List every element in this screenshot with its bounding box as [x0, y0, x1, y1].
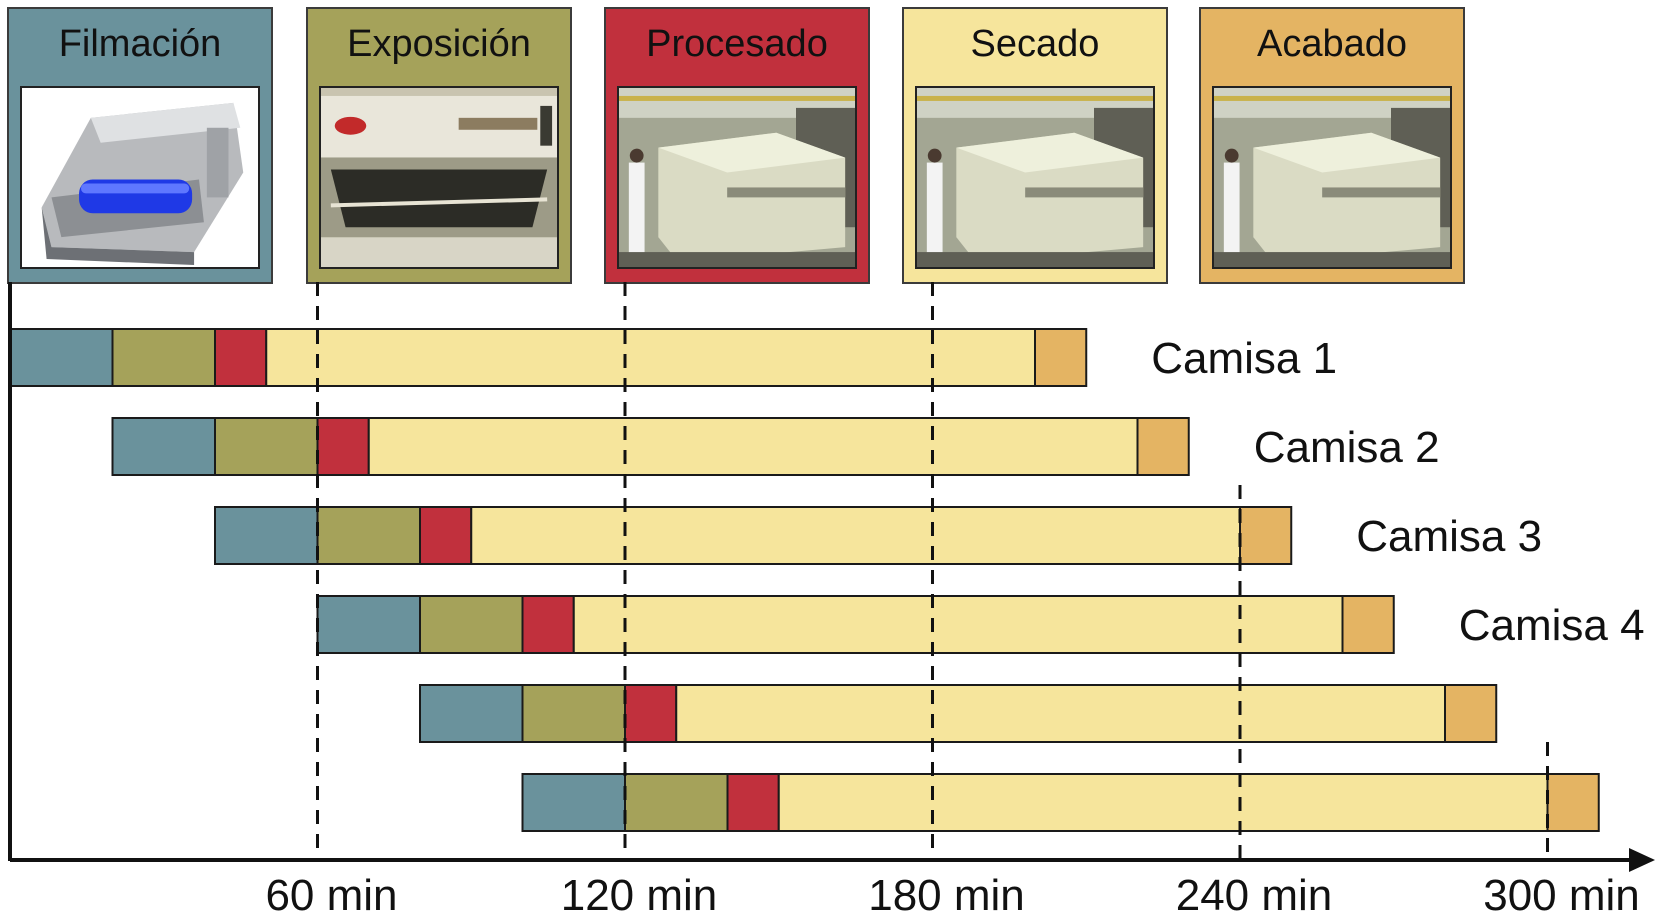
x-tick-label: 300 min — [1483, 871, 1640, 919]
bar-segment-filmacion — [9, 328, 114, 387]
bar-segment-procesado — [316, 417, 370, 476]
x-axis-arrowhead — [1629, 848, 1655, 872]
bar-segment-exposicion — [214, 417, 319, 476]
series-label: Camisa 3 — [1356, 512, 1542, 561]
bar-segment-acabado — [1341, 595, 1395, 654]
bar-segment-exposicion — [316, 506, 421, 565]
bar-segment-filmacion — [419, 684, 524, 743]
bar-segment-secado — [470, 506, 1241, 565]
stage-title-filmacion: Filmación — [58, 23, 222, 65]
bar-segment-secado — [367, 417, 1139, 476]
bar-segment-secado — [675, 684, 1446, 743]
bar-segment-acabado — [1136, 417, 1190, 476]
finishing-machine-photo — [1212, 86, 1452, 269]
series-label: Camisa 2 — [1254, 423, 1440, 472]
stage-box-secado: Secado — [902, 7, 1168, 284]
stage-box-filmacion: Filmación — [7, 7, 273, 284]
bar-segment-acabado — [1444, 684, 1498, 743]
bar-segment-exposicion — [111, 328, 216, 387]
bar-segment-exposicion — [521, 684, 626, 743]
stage-title-procesado: Procesado — [646, 23, 828, 65]
series-label: Camisa 4 — [1459, 601, 1645, 650]
stage-title-exposicion: Exposición — [347, 23, 531, 65]
stage-title-secado: Secado — [970, 23, 1100, 65]
bar-segment-filmacion — [111, 417, 216, 476]
x-tick-label: 180 min — [868, 871, 1025, 919]
plate-imager-photo — [20, 86, 260, 269]
bar-segment-filmacion — [521, 773, 626, 832]
bar-segment-filmacion — [214, 506, 319, 565]
stage-box-exposicion: Exposición — [306, 7, 572, 284]
stage-box-acabado: Acabado — [1199, 7, 1465, 284]
bar-segment-procesado — [214, 328, 268, 387]
bar-segment-acabado — [1034, 328, 1088, 387]
stage-box-procesado: Procesado — [604, 7, 870, 284]
x-tick-label: 240 min — [1176, 871, 1333, 919]
bar-segment-procesado — [419, 506, 473, 565]
bar-segment-secado — [572, 595, 1344, 654]
bar-segment-procesado — [624, 684, 678, 743]
dryer-machine-photo — [915, 86, 1155, 269]
bar-segment-procesado — [521, 595, 575, 654]
bar-segment-acabado — [1546, 773, 1600, 832]
stage-title-acabado: Acabado — [1256, 23, 1407, 65]
bar-segment-secado — [777, 773, 1549, 832]
bar-segment-exposicion — [624, 773, 729, 832]
processor-machine-photo — [617, 86, 857, 269]
x-tick-label: 60 min — [265, 871, 397, 919]
series-label: Camisa 1 — [1151, 334, 1337, 383]
x-tick-label: 120 min — [561, 871, 718, 919]
exposure-unit-photo — [319, 86, 559, 269]
bar-segment-filmacion — [316, 595, 421, 654]
bar-segment-secado — [265, 328, 1036, 387]
bar-segment-procesado — [726, 773, 780, 832]
bar-segment-acabado — [1239, 506, 1293, 565]
bar-segment-exposicion — [419, 595, 524, 654]
